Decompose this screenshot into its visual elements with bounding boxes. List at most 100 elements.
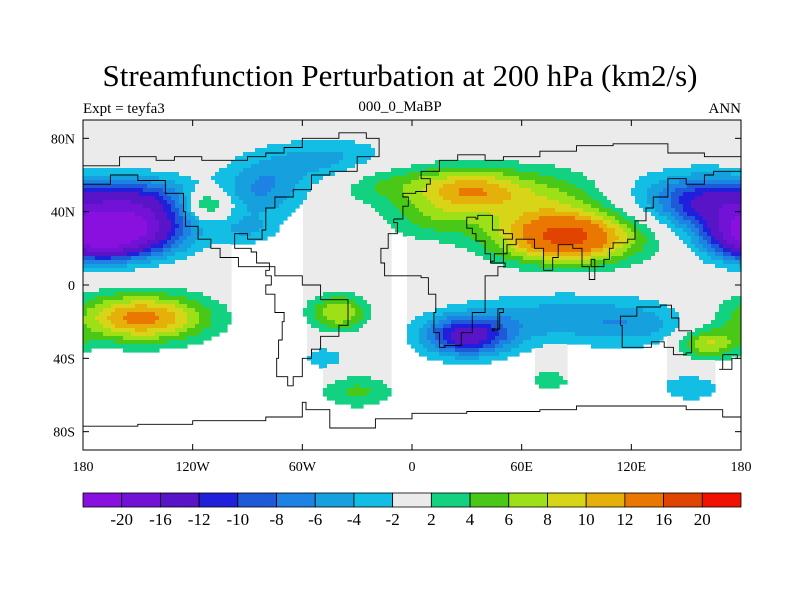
field-cell <box>435 352 440 361</box>
field-cell <box>331 152 336 165</box>
field-cell <box>475 256 480 301</box>
field-cell <box>615 336 620 349</box>
field-cell <box>679 340 684 353</box>
field-cell <box>151 256 156 261</box>
field-cell <box>419 164 424 173</box>
field-cell <box>699 196 704 217</box>
field-cell <box>455 328 460 345</box>
field-cell <box>291 192 296 213</box>
field-cell <box>151 312 156 325</box>
field-cell <box>615 324 620 337</box>
field-cell <box>123 264 128 269</box>
field-cell <box>563 204 568 213</box>
field-cell <box>311 140 316 153</box>
field-cell <box>551 296 556 305</box>
field-cell <box>367 392 372 405</box>
field-cell <box>559 228 564 245</box>
field-cell <box>491 340 496 349</box>
field-cell <box>123 212 128 245</box>
field-cell <box>595 188 600 201</box>
field-cell <box>435 220 440 233</box>
field-cell <box>135 184 140 189</box>
field-cell <box>435 348 440 353</box>
field-cell <box>87 256 92 261</box>
field-cell <box>727 340 732 345</box>
field-cell <box>351 316 356 325</box>
field-cell <box>147 248 152 253</box>
field-cell <box>155 308 160 317</box>
field-cell <box>515 120 520 161</box>
field-cell <box>543 252 548 257</box>
field-cell <box>639 120 644 177</box>
field-cell <box>499 204 504 237</box>
field-cell <box>639 176 644 209</box>
field-cell <box>547 208 552 217</box>
field-cell <box>91 212 96 249</box>
field-cell <box>131 264 136 273</box>
field-cell <box>739 168 742 177</box>
field-cell <box>699 252 704 261</box>
field-cell <box>155 192 160 201</box>
field-cell <box>683 336 688 357</box>
field-cell <box>447 316 452 325</box>
field-cell <box>323 332 328 349</box>
field-cell <box>471 204 476 213</box>
field-cell <box>683 356 688 377</box>
colorbar-label: -4 <box>347 510 362 529</box>
field-cell <box>619 248 624 257</box>
field-cell <box>723 324 728 337</box>
field-cell <box>571 252 576 257</box>
field-cell <box>387 388 392 397</box>
field-cell <box>571 332 576 345</box>
y-tick-label: 80N <box>51 132 75 147</box>
field-cell <box>487 260 492 301</box>
field-cell <box>455 312 460 317</box>
field-cell <box>519 344 524 353</box>
field-cell <box>363 144 368 165</box>
field-cell <box>547 256 552 261</box>
field-cell <box>583 232 588 241</box>
field-cell <box>315 120 320 141</box>
field-cell <box>699 172 704 181</box>
field-cell <box>727 272 732 301</box>
field-cell <box>615 256 620 265</box>
field-cell <box>439 232 444 245</box>
field-cell <box>159 260 164 265</box>
field-cell <box>343 380 348 405</box>
field-cell <box>211 220 216 245</box>
field-cell <box>183 312 188 325</box>
field-cell <box>535 120 540 165</box>
field-cell <box>543 344 548 373</box>
field-cell <box>147 256 152 265</box>
field-cell <box>127 328 132 333</box>
field-cell <box>707 360 712 381</box>
field-cell <box>575 260 580 265</box>
field-cell <box>451 212 456 221</box>
field-cell <box>347 120 352 141</box>
field-cell <box>635 308 640 337</box>
field-cell <box>515 320 520 337</box>
field-cell <box>95 320 100 333</box>
field-cell <box>599 272 604 297</box>
field-cell <box>199 292 204 305</box>
field-cell <box>603 324 608 337</box>
field-cell <box>179 176 184 185</box>
field-cell <box>163 300 168 305</box>
field-cell <box>331 352 336 365</box>
field-cell <box>91 120 96 169</box>
field-cell <box>107 320 112 329</box>
field-cell <box>695 256 700 329</box>
y-tick-label: 0 <box>68 279 75 294</box>
field-cell <box>123 272 128 289</box>
field-cell <box>91 340 96 349</box>
field-cell <box>451 316 456 321</box>
field-cell <box>175 224 180 229</box>
field-cell <box>535 264 540 273</box>
field-cell <box>151 296 156 301</box>
field-cell <box>331 384 336 401</box>
field-cell <box>339 140 344 153</box>
field-cell <box>271 120 276 145</box>
field-cell <box>647 188 652 205</box>
field-cell <box>315 152 320 173</box>
field-cell <box>655 212 660 221</box>
